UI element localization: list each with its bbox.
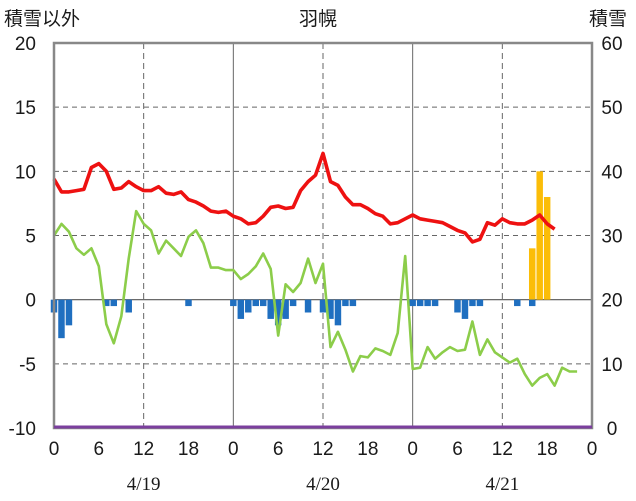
precipitation-bar (454, 299, 461, 313)
precipitation-bar (469, 299, 476, 307)
precipitation-bar (304, 299, 312, 313)
precipitation-bar (58, 299, 65, 339)
date-label: 4/20 (306, 474, 340, 495)
snow-depth-bar (543, 197, 551, 300)
left-tick-label: 20 (15, 34, 36, 55)
precipitation-series (50, 299, 536, 339)
x-tick-label: 12 (133, 439, 154, 460)
precipitation-bar (514, 299, 521, 307)
precipitation-bar (461, 299, 469, 319)
precipitation-bar (259, 299, 267, 307)
precipitation-bar (267, 299, 274, 319)
x-tick-label: 12 (492, 439, 513, 460)
gridlines (54, 43, 592, 428)
chart-title: 羽幌 (299, 8, 337, 30)
x-axis-ticks: 0 6 12 18 0 6 12 18 0 6 12 18 0 (49, 439, 598, 460)
right-tick-label: 10 (601, 355, 622, 376)
left-tick-label: 15 (15, 98, 36, 119)
left-tick-label: -5 (19, 355, 36, 376)
x-tick-label: 6 (273, 439, 284, 460)
precipitation-bar (237, 299, 245, 319)
precipitation-bar (110, 299, 118, 307)
right-tick-label: 50 (601, 98, 622, 119)
precipitation-bar (185, 299, 192, 307)
x-tick-label: 6 (452, 439, 463, 460)
left-tick-label: -10 (9, 419, 36, 440)
precipitation-bar (65, 299, 73, 326)
precipitation-bar (245, 299, 252, 313)
precipitation-bar (274, 299, 282, 326)
precipitation-bar (230, 299, 237, 307)
left-tick-label: 5 (25, 227, 36, 248)
x-tick-label: 18 (357, 439, 378, 460)
precipitation-bar (282, 299, 289, 319)
date-label: 4/19 (127, 474, 161, 495)
right-tick-label: 40 (601, 162, 622, 183)
snow-depth-bar (528, 248, 536, 300)
precipitation-bar (252, 299, 259, 307)
precipitation-bar (327, 299, 334, 319)
precipitation-bar (431, 299, 439, 307)
precipitation-bar (289, 299, 297, 307)
left-tick-label: 0 (25, 291, 36, 312)
dewpoint-line (52, 209, 578, 387)
plot-frame (52, 41, 594, 430)
right-tick-label: 20 (601, 291, 622, 312)
precipitation-bar (528, 299, 536, 307)
x-tick-label: 12 (312, 439, 333, 460)
right-tick-label: 0 (607, 419, 618, 440)
x-tick-label: 0 (587, 439, 598, 460)
date-label: 4/21 (485, 474, 519, 495)
x-tick-label: 0 (49, 439, 60, 460)
precipitation-bar (424, 299, 431, 307)
x-tick-label: 0 (228, 439, 239, 460)
precipitation-bar (334, 299, 342, 326)
right-tick-label: 60 (601, 34, 622, 55)
precipitation-bar (125, 299, 132, 313)
x-tick-label: 6 (94, 439, 105, 460)
precipitation-bar (409, 299, 416, 307)
precipitation-bar (416, 299, 424, 307)
right-axis-ticks: 60 50 40 30 20 10 0 (601, 34, 622, 440)
left-axis-ticks: 20 15 10 5 0 -5 -10 (9, 34, 36, 440)
precipitation-bar (476, 299, 484, 307)
precipitation-bar (319, 299, 327, 313)
right-tick-label: 30 (601, 227, 622, 248)
right-axis-label: 積雪 (589, 8, 627, 30)
temperature-line (52, 151, 556, 244)
left-tick-label: 10 (15, 162, 36, 183)
date-labels: 4/19 4/20 4/21 (127, 474, 519, 495)
precipitation-bar (349, 299, 357, 307)
snow-depth-bar (536, 171, 543, 300)
line-series (52, 151, 578, 387)
x-tick-label: 18 (178, 439, 199, 460)
snow-depth-series (528, 171, 551, 300)
x-tick-label: 0 (407, 439, 418, 460)
left-axis-label: 積雪以外 (4, 8, 80, 30)
x-tick-label: 18 (537, 439, 558, 460)
precipitation-bar (103, 299, 110, 307)
precipitation-bar (342, 299, 349, 307)
